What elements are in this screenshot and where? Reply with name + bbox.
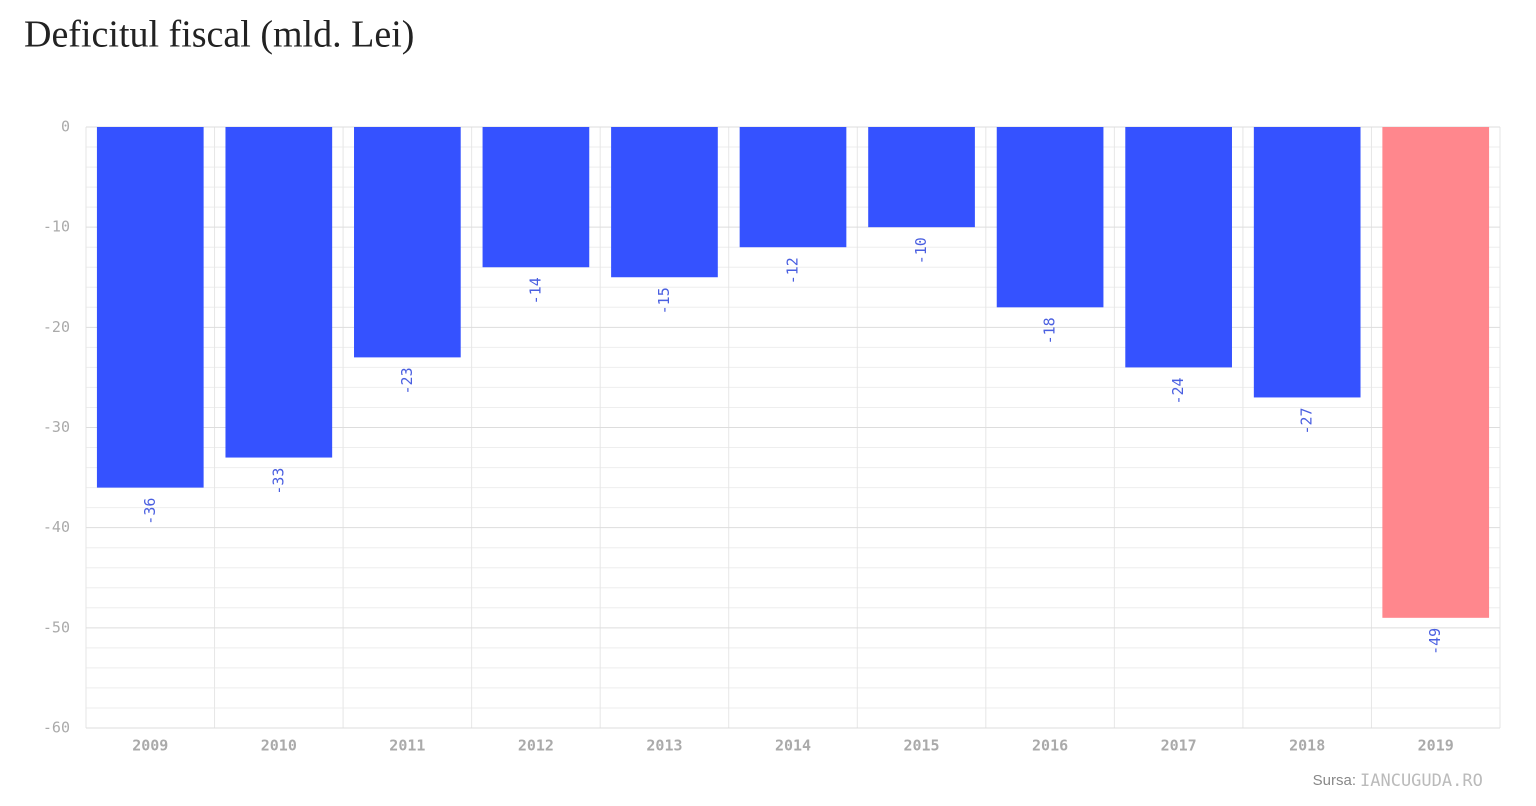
- y-tick-label: -20: [43, 318, 70, 336]
- bar: [1125, 127, 1232, 368]
- data-label: -10: [912, 237, 930, 264]
- y-tick-label: 0: [61, 118, 70, 136]
- source: IANCUGUDA.RO: [1360, 771, 1483, 791]
- bar: [482, 127, 590, 268]
- x-tick-label: 2009: [132, 737, 168, 755]
- bar: [739, 127, 847, 248]
- bar: [1253, 127, 1361, 398]
- y-tick-label: -50: [43, 618, 70, 636]
- data-label: -23: [398, 367, 416, 394]
- data-label: -49: [1426, 628, 1444, 655]
- bar: [611, 127, 718, 278]
- bar: [354, 127, 461, 358]
- source-label: Sursa:: [1313, 772, 1356, 789]
- y-tick-label: -60: [43, 719, 70, 737]
- data-label: -24: [1169, 377, 1187, 404]
- x-tick-label: 2012: [518, 737, 554, 755]
- bar: [868, 127, 975, 228]
- bar: [1382, 127, 1490, 618]
- x-tick-label: 2016: [1032, 737, 1068, 755]
- data-label: -36: [141, 498, 159, 525]
- bar: [996, 127, 1104, 308]
- y-tick-label: -10: [43, 218, 70, 236]
- x-tick-label: 2013: [646, 737, 682, 755]
- x-tick-label: 2010: [261, 737, 297, 755]
- x-tick-label: 2015: [903, 737, 939, 755]
- bar: [96, 127, 204, 488]
- data-label: -12: [784, 257, 802, 284]
- chart-title: Deficitul fiscal (mld. Lei): [24, 14, 414, 56]
- data-label: -15: [655, 287, 673, 314]
- x-tick-label: 2019: [1418, 737, 1454, 755]
- x-tick-label: 2017: [1161, 737, 1197, 755]
- data-label: -27: [1298, 407, 1316, 434]
- x-tick-label: 2011: [389, 737, 425, 755]
- y-tick-label: -30: [43, 418, 70, 436]
- data-label: -33: [269, 468, 287, 495]
- y-tick-label: -40: [43, 518, 70, 536]
- data-label: -14: [526, 277, 544, 304]
- data-label: -18: [1041, 317, 1059, 344]
- bar: [225, 127, 333, 458]
- x-tick-label: 2014: [775, 737, 811, 755]
- x-tick-label: 2018: [1289, 737, 1325, 755]
